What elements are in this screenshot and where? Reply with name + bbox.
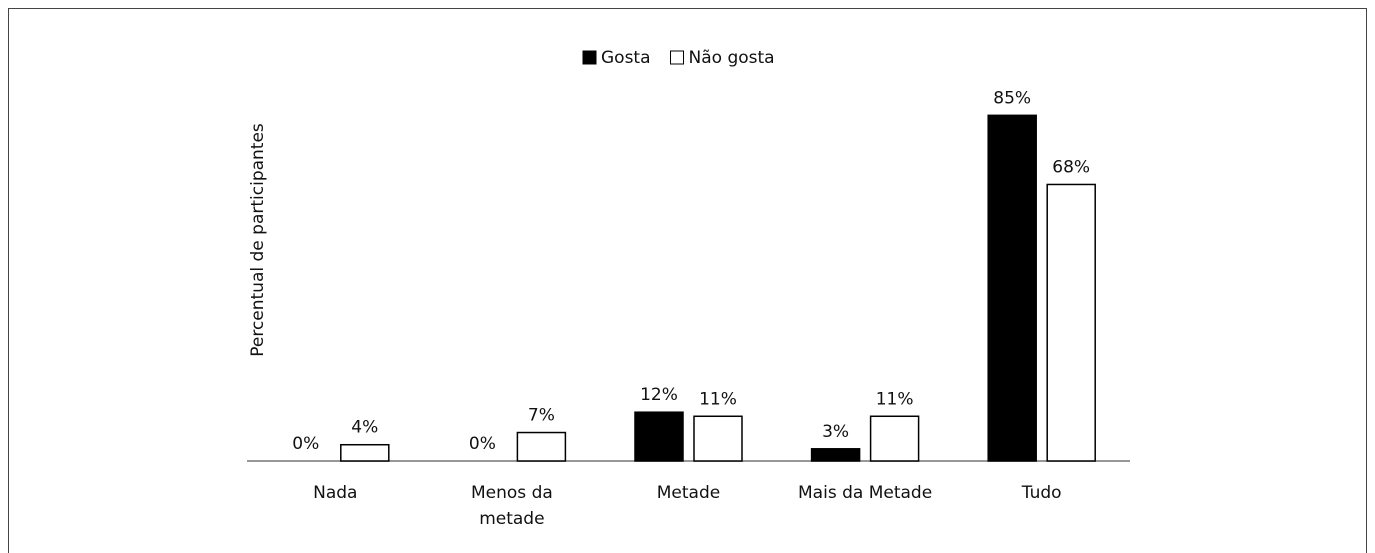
bar <box>516 431 567 462</box>
data-label: 4% <box>351 418 378 438</box>
data-label: 12% <box>640 385 678 405</box>
x-tick-label: Menos da metade <box>471 483 553 529</box>
legend-swatch <box>582 50 597 65</box>
data-label: 7% <box>528 406 555 426</box>
bar <box>340 443 390 462</box>
x-tick-label: Tudo <box>1021 483 1062 503</box>
data-label: 11% <box>699 389 737 409</box>
x-tick-label: Metade <box>656 483 721 503</box>
bar <box>869 415 920 462</box>
y-axis-label: Percentual de participantes <box>248 123 268 357</box>
bar <box>1046 183 1096 462</box>
legend-label: Gosta <box>601 48 651 68</box>
legend-label: Não gosta <box>689 48 775 68</box>
data-label: 68% <box>1052 157 1090 177</box>
bar <box>693 415 743 462</box>
bar <box>810 448 861 462</box>
x-tick-label: Mais da Metade <box>798 483 933 503</box>
data-label: 0% <box>292 434 319 454</box>
data-label: 85% <box>993 88 1031 108</box>
data-label: 0% <box>469 434 496 454</box>
data-label: 3% <box>822 422 849 442</box>
legend-swatch <box>670 50 685 65</box>
data-label: 11% <box>876 389 914 409</box>
x-tick-label: Nada <box>313 483 358 503</box>
bar <box>634 411 684 462</box>
bar <box>987 114 1037 462</box>
frame <box>8 8 1367 553</box>
